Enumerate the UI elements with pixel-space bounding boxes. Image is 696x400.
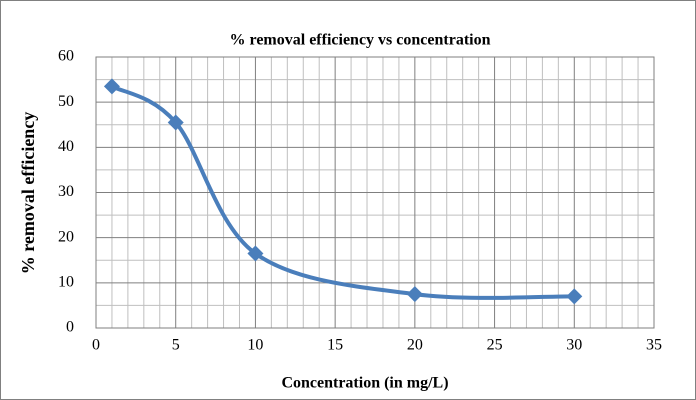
y-tick-label: 10 [58, 274, 74, 291]
y-tick-label: 50 [58, 93, 74, 110]
y-tick-label: 20 [58, 228, 74, 245]
y-tick-label: 60 [58, 48, 74, 65]
data-point [247, 245, 264, 262]
data-point [566, 288, 583, 305]
x-tick-label: 10 [247, 337, 263, 354]
x-tick-label: 5 [172, 337, 180, 354]
y-tick-label: 40 [58, 138, 74, 155]
data-point [406, 286, 423, 303]
plot-border [95, 56, 655, 329]
y-tick-label: 0 [66, 319, 74, 336]
x-axis-label: Concentration (in mg/L) [281, 375, 448, 392]
x-tick-label: 15 [327, 337, 343, 354]
data-point [167, 114, 184, 131]
x-tick-label: 30 [566, 337, 582, 354]
data-point [103, 78, 120, 95]
chart-title: % removal efficiency vs concentration [230, 32, 491, 49]
x-tick-label: 35 [646, 337, 662, 354]
x-tick-label: 25 [487, 337, 503, 354]
y-tick-label: 30 [58, 183, 74, 200]
y-axis-label: % removal efficiency [18, 112, 38, 275]
series-line [110, 84, 575, 300]
x-tick-label: 20 [407, 337, 423, 354]
x-tick-label: 0 [92, 337, 100, 354]
